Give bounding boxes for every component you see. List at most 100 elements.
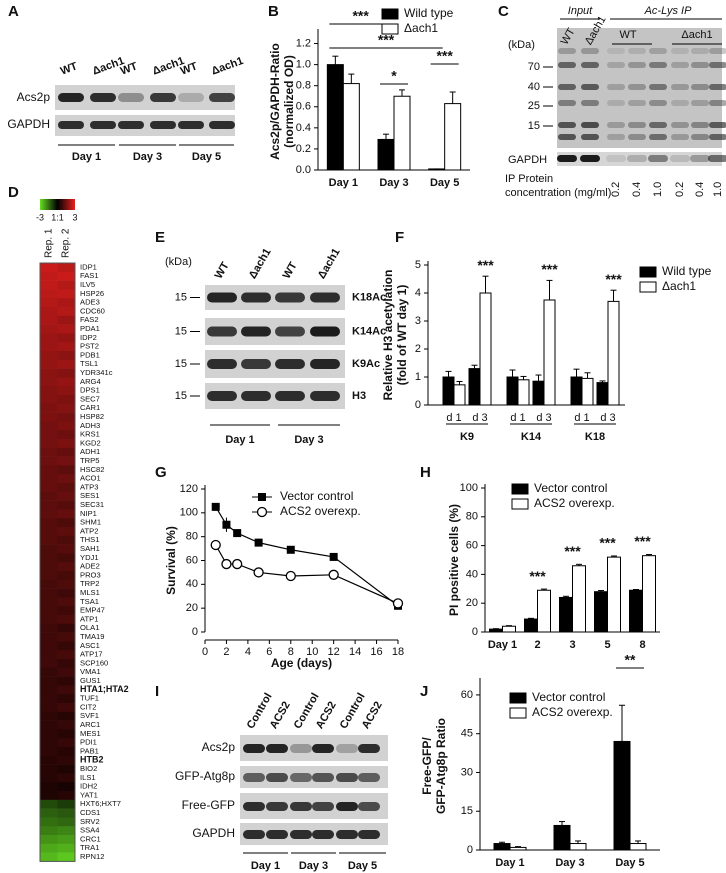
heatmap-cell <box>57 597 75 607</box>
gene-label: HTB2 <box>80 755 104 765</box>
blot-band <box>241 391 271 401</box>
gene-label: TSA1 <box>80 597 99 606</box>
legend-label: Vector control <box>532 690 605 704</box>
heatmap-cell <box>57 483 75 493</box>
x-tick-label: d 3 <box>600 412 615 424</box>
heatmap-cell <box>57 263 75 273</box>
lane-label: WT <box>59 60 79 77</box>
x-tick-label: 14 <box>349 646 361 658</box>
gene-label: IDH2 <box>80 782 97 791</box>
legend-swatch <box>509 707 527 719</box>
x-tick-label: 2 <box>534 639 540 651</box>
group-label: K18 <box>585 431 605 443</box>
blot-band <box>648 155 668 162</box>
heatmap-cell <box>57 773 75 783</box>
gene-label: PDA1 <box>80 324 100 333</box>
heatmap-cell <box>57 289 75 299</box>
blot-band <box>358 773 380 782</box>
legend-label: Δach1 <box>662 279 696 293</box>
x-tick-label: 3 <box>569 639 575 651</box>
heatmap-cell <box>40 342 58 352</box>
y-tick-label: 30 <box>461 766 473 778</box>
marker-label: 15 <box>175 325 187 337</box>
marker <box>222 520 231 529</box>
heatmap-cell <box>40 747 58 757</box>
heatmap-cell <box>57 439 75 449</box>
y-tick-label: 15 <box>461 805 473 817</box>
heatmap-cell <box>57 447 75 457</box>
heatmap-cell <box>57 650 75 660</box>
heatmap-cell <box>40 852 58 862</box>
y-tick-label: 60 <box>461 689 473 701</box>
group-label: Day 1 <box>72 151 101 163</box>
gene-label: ARG4 <box>80 377 101 386</box>
y-tick-label: 1.0 <box>296 59 311 71</box>
bar <box>559 596 573 633</box>
y-tick-label: 0 <box>472 626 478 638</box>
concentration: 0.2 <box>674 182 686 197</box>
blot-band <box>290 744 312 753</box>
gene-label: DPS1 <box>80 386 100 395</box>
heatmap-cell <box>40 412 58 422</box>
blot-band <box>607 48 625 54</box>
y-tick-label: 100 <box>180 507 198 519</box>
marker-label: 15 <box>175 291 187 303</box>
blot-band <box>607 134 625 140</box>
x-tick-label: Day 1 <box>495 857 524 869</box>
blot-band <box>290 802 312 811</box>
heatmap-cell <box>57 518 75 528</box>
heatmap-cell <box>57 747 75 757</box>
marker <box>233 529 242 538</box>
blot-band <box>671 84 689 90</box>
legend-label: Vector control <box>280 489 353 503</box>
blot-band <box>581 134 599 140</box>
marker <box>285 570 296 582</box>
x-tick-label: d 1 <box>574 412 589 424</box>
panel-letter: J <box>420 683 428 700</box>
blot-band <box>275 359 305 369</box>
heatmap-cell <box>40 263 58 273</box>
concentration: 0.4 <box>694 182 706 197</box>
gene-label: SVF1 <box>80 711 99 720</box>
colorbar-tick-label: 1:1 <box>51 212 64 222</box>
row-label: Free-GFP <box>182 798 235 812</box>
blot-band <box>709 134 726 140</box>
blot-band <box>671 100 689 106</box>
gene-label: CDS1 <box>80 808 100 817</box>
y-tick-label: 0.6 <box>296 101 311 113</box>
blot-band <box>671 134 689 140</box>
column-label: Rep. 1 <box>44 228 55 258</box>
panel-letter: D <box>8 184 19 201</box>
heatmap-cell <box>40 764 58 774</box>
y-axis-label: (fold of WT day 1) <box>395 285 409 386</box>
blot-strip <box>55 85 235 110</box>
group-label: Day 3 <box>299 860 328 872</box>
heatmap-cell <box>57 307 75 317</box>
blot-band <box>558 84 576 90</box>
blot-band <box>627 155 647 162</box>
gene-label: YDR341c <box>80 368 113 377</box>
heatmap-cell <box>40 315 58 325</box>
y-tick-label: 0 <box>192 626 198 638</box>
blot-band <box>607 100 625 106</box>
bar <box>553 824 571 851</box>
heatmap-cell <box>57 315 75 325</box>
heatmap-cell <box>40 755 58 765</box>
bar <box>506 376 519 406</box>
blot-band <box>243 773 265 782</box>
heatmap-cell <box>57 509 75 519</box>
gene-label: SCP160 <box>80 658 108 667</box>
y-axis-label: PI positive cells (%) <box>447 504 461 616</box>
x-tick-label: 18 <box>392 646 404 658</box>
legend-label: Vector control <box>534 481 607 495</box>
blot-band <box>275 326 305 337</box>
gene-label: ATP1 <box>80 614 98 623</box>
gene-label: THS1 <box>80 535 99 544</box>
x-tick-label: 2 <box>223 646 229 658</box>
bar <box>629 589 643 633</box>
significance: *** <box>634 533 651 549</box>
heatmap-cell <box>57 817 75 827</box>
blot-band <box>58 93 84 102</box>
significance: *** <box>529 568 546 584</box>
bar <box>537 589 551 633</box>
